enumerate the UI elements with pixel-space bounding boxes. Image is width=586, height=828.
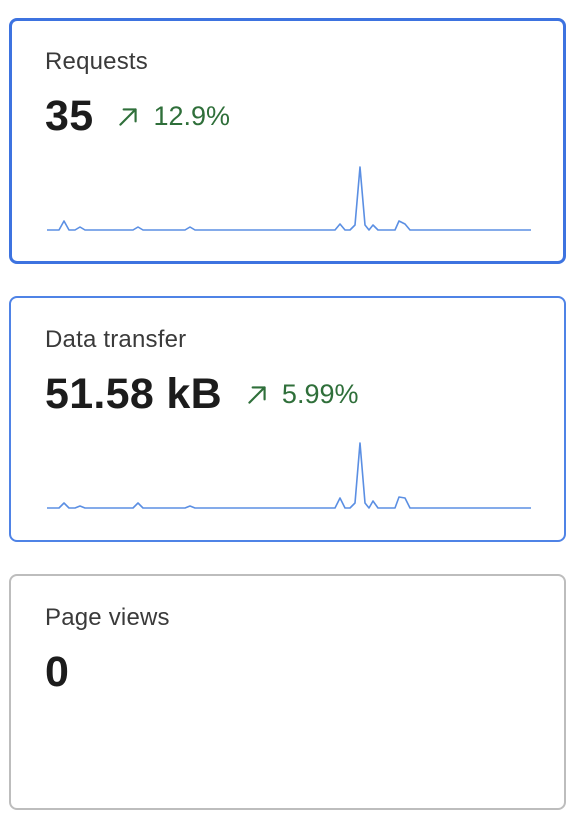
card-label: Data transfer (45, 326, 187, 353)
change-percent: 5.99% (281, 379, 359, 409)
data-transfer-card[interactable]: Data transfer 51.58 kB 5.99% (9, 296, 566, 542)
value-row: 0 (45, 648, 69, 697)
value-row: 51.58 kB 5.99% (45, 370, 358, 419)
metric-value: 51.58 kB (45, 370, 222, 418)
trend-up-arrow-icon (248, 385, 266, 404)
metric-value: 35 (45, 92, 94, 140)
change-indicator: 5.99% (244, 379, 359, 410)
card-label: Page views (45, 604, 170, 631)
change-indicator: 12.9% (115, 101, 230, 132)
trend-up-arrow-icon (119, 107, 138, 126)
card-label: Requests (45, 48, 148, 75)
data-transfer-sparkline (47, 442, 531, 509)
page-views-card[interactable]: Page views 0 (9, 574, 566, 810)
value-row: 35 12.9% (45, 92, 230, 141)
change-percent: 12.9% (153, 101, 230, 131)
requests-sparkline (47, 166, 531, 231)
metric-value: 0 (45, 648, 70, 696)
requests-card[interactable]: Requests 35 12.9% (9, 18, 566, 264)
